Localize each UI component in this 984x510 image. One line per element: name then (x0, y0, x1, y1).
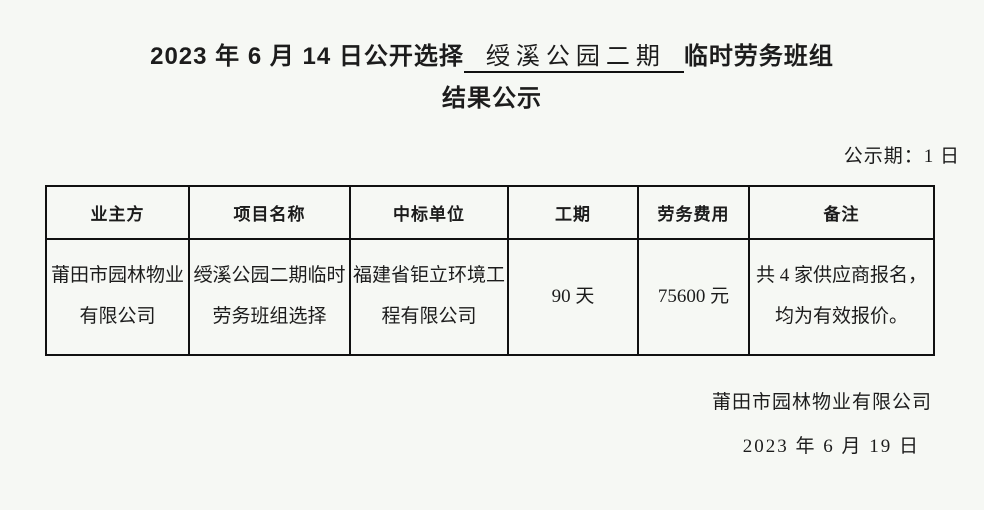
title-suffix: 临时劳务班组 (683, 43, 834, 70)
header-remarks: 备注 (748, 185, 935, 240)
selection-result-table: 业主方 项目名称 中标单位 工期 劳务费用 备注 莆田市园林物业有限公司 绶溪公… (45, 185, 935, 356)
header-labor-cost: 劳务费用 (637, 185, 750, 240)
cell-owner: 莆田市园林物业有限公司 (45, 238, 190, 356)
title-line-2: 结果公示 (442, 85, 542, 112)
title-underlined-project-name: 绶溪公园二期 (463, 44, 684, 73)
title-line-1: 2023 年 6 月 14 日公开选择 绶溪公园二期 临时劳务班组 (0, 36, 984, 78)
table-header-row: 业主方 项目名称 中标单位 工期 劳务费用 备注 (45, 185, 935, 240)
cell-winning-bidder: 福建省钜立环境工程有限公司 (349, 238, 509, 356)
header-project-name: 项目名称 (188, 185, 351, 240)
cell-remarks: 共 4 家供应商报名，均为有效报价。 (748, 238, 935, 356)
title-prefix: 2023 年 6 月 14 日公开选择 (150, 43, 464, 70)
cell-duration: 90 天 (507, 238, 639, 356)
header-winning-bidder: 中标单位 (349, 185, 509, 240)
signature-organization: 莆田市园林物业有限公司 (711, 392, 932, 413)
signature-date: 2023 年 6 月 19 日 (742, 436, 920, 457)
table-row: 莆田市园林物业有限公司 绶溪公园二期临时劳务班组选择 福建省钜立环境工程有限公司… (45, 238, 935, 356)
cell-labor-cost: 75600 元 (637, 238, 750, 356)
header-duration: 工期 (507, 185, 639, 240)
cell-project-name: 绶溪公园二期临时劳务班组选择 (188, 238, 351, 356)
document-title: 2023 年 6 月 14 日公开选择 绶溪公园二期 临时劳务班组 结果公示 (0, 36, 984, 120)
publicity-period-label: 公示期：1 日 (843, 146, 960, 167)
header-owner: 业主方 (45, 185, 190, 240)
